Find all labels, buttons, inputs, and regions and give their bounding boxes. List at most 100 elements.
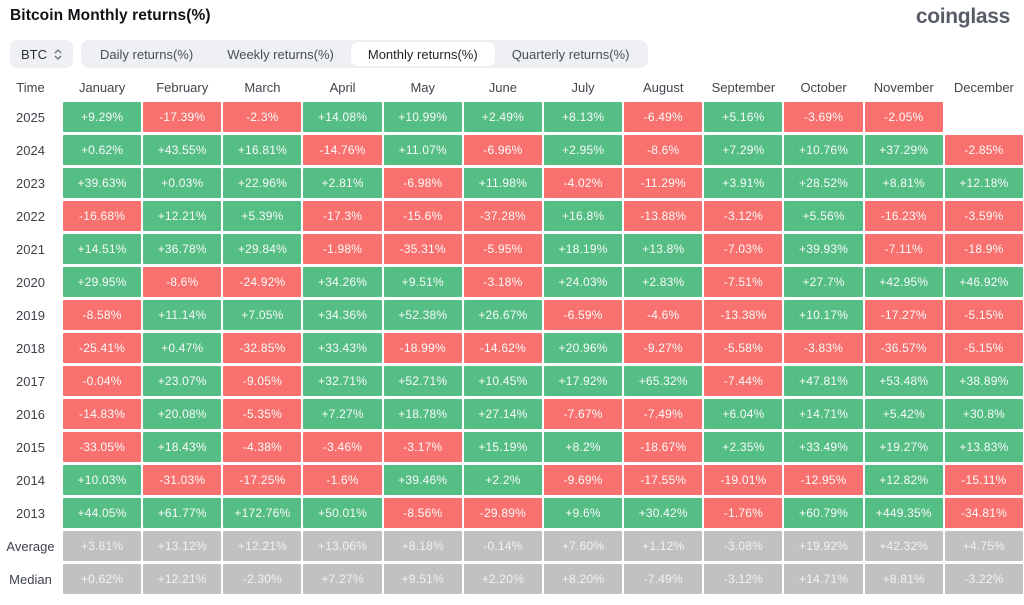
return-cell: +13.06% <box>303 531 382 561</box>
return-cell: -5.95% <box>463 234 542 264</box>
return-cell: -11.29% <box>624 168 703 198</box>
return-cell: +39.63% <box>63 168 142 198</box>
return-cell: +8.20% <box>543 564 623 594</box>
return-cell: +50.01% <box>303 498 382 528</box>
return-cell: -2.30% <box>223 564 302 594</box>
return-cell: -1.98% <box>303 234 382 264</box>
return-cell: -3.22% <box>944 564 1023 594</box>
return-cell: +39.93% <box>784 234 863 264</box>
return-cell: +449.35% <box>864 498 943 528</box>
return-cell: +12.82% <box>864 465 943 495</box>
return-cell: +65.32% <box>624 366 703 396</box>
returns-table: Time January February March April May June July… <box>0 75 1023 594</box>
return-cell: +7.60% <box>543 531 623 561</box>
row-label-2014: 2014 <box>16 472 45 488</box>
chevron-up-down-icon <box>54 48 62 60</box>
return-cell: +11.07% <box>383 135 462 165</box>
return-cell: -4.6% <box>624 300 703 330</box>
return-cell: -1.76% <box>704 498 783 528</box>
return-cell: -5.58% <box>704 333 783 363</box>
column-header-november: November <box>873 79 934 95</box>
return-cell: +29.95% <box>63 267 142 297</box>
return-cell: -6.98% <box>383 168 462 198</box>
return-cell: +18.19% <box>543 234 623 264</box>
return-cell: +172.76% <box>223 498 302 528</box>
return-cell: -3.12% <box>704 564 783 594</box>
return-cell: +2.20% <box>463 564 542 594</box>
return-cell: -3.46% <box>303 432 382 462</box>
return-cell: -3.12% <box>704 201 783 231</box>
return-cell: +0.62% <box>63 564 142 594</box>
return-cell: +5.42% <box>864 399 943 429</box>
return-cell: +8.81% <box>864 168 943 198</box>
return-cell: -7.49% <box>624 564 703 594</box>
return-cell: +17.92% <box>543 366 623 396</box>
coinglass-logo: coinglass <box>915 5 1010 28</box>
return-cell: +38.89% <box>944 366 1023 396</box>
return-cell: +36.78% <box>143 234 222 264</box>
return-cell: +13.12% <box>143 531 222 561</box>
return-cell: -16.68% <box>63 201 142 231</box>
tab-daily[interactable]: Daily returns(%) <box>100 46 194 62</box>
return-cell: -25.41% <box>63 333 142 363</box>
return-cell: -29.89% <box>463 498 542 528</box>
tab-quarterly[interactable]: Quarterly returns(%) <box>511 46 630 62</box>
return-cell: -7.11% <box>864 234 943 264</box>
return-cell: -17.55% <box>624 465 703 495</box>
return-cell: +0.03% <box>143 168 222 198</box>
return-cell: +11.98% <box>463 168 542 198</box>
return-cell: +33.43% <box>303 333 382 363</box>
return-cell: +9.51% <box>383 564 462 594</box>
return-cell: -8.58% <box>63 300 142 330</box>
return-cell: +12.21% <box>143 201 222 231</box>
tab-weekly[interactable]: Weekly returns(%) <box>227 46 334 62</box>
return-cell: -3.17% <box>383 432 462 462</box>
return-cell: -8.6% <box>624 135 703 165</box>
return-cell: +52.71% <box>383 366 462 396</box>
row-label-2024: 2024 <box>16 142 45 158</box>
return-cell: +13.8% <box>624 234 703 264</box>
row-label-2019: 2019 <box>16 307 45 323</box>
return-cell: +12.21% <box>223 531 302 561</box>
return-cell: +19.92% <box>784 531 863 561</box>
return-cell: +10.17% <box>784 300 863 330</box>
return-cell: -6.49% <box>624 102 703 132</box>
return-cell: +14.71% <box>784 399 863 429</box>
return-cell: +23.07% <box>143 366 222 396</box>
return-cell: +33.49% <box>784 432 863 462</box>
coin-selector-value: BTC <box>21 46 47 62</box>
return-cell: +8.13% <box>543 102 623 132</box>
row-label-2017: 2017 <box>16 373 45 389</box>
return-cell: -33.05% <box>63 432 142 462</box>
return-cell: -7.67% <box>543 399 623 429</box>
return-cell: +30.42% <box>624 498 703 528</box>
tab-monthly[interactable]: Monthly returns(%) <box>350 42 495 66</box>
return-cell: -3.59% <box>944 201 1023 231</box>
return-cell: -17.39% <box>143 102 222 132</box>
return-cell: +10.45% <box>463 366 542 396</box>
return-cell: -14.83% <box>63 399 142 429</box>
return-cell: -2.3% <box>223 102 302 132</box>
return-cell: +24.03% <box>543 267 623 297</box>
return-cell: +8.2% <box>543 432 623 462</box>
return-cell: +20.96% <box>543 333 623 363</box>
returns-tab-group: Daily returns(%) Weekly returns(%) Monthly… <box>81 40 649 68</box>
return-cell: +10.99% <box>383 102 462 132</box>
return-cell: -3.08% <box>704 531 783 561</box>
column-header-time: Time <box>16 79 45 95</box>
return-cell: +39.46% <box>383 465 462 495</box>
return-cell: +8.81% <box>864 564 943 594</box>
return-cell: +34.26% <box>303 267 382 297</box>
return-cell: +10.76% <box>784 135 863 165</box>
return-cell: -7.44% <box>704 366 783 396</box>
row-label-2018: 2018 <box>16 340 45 356</box>
row-label-2023: 2023 <box>16 175 45 191</box>
return-cell: -15.6% <box>383 201 462 231</box>
return-cell: +43.55% <box>143 135 222 165</box>
return-cell: +18.78% <box>383 399 462 429</box>
return-cell: +7.27% <box>303 399 382 429</box>
row-label-2022: 2022 <box>16 208 45 224</box>
empty-cell <box>945 102 1023 132</box>
coin-selector-dropdown[interactable]: BTC <box>10 40 73 68</box>
return-cell: +42.95% <box>864 267 943 297</box>
